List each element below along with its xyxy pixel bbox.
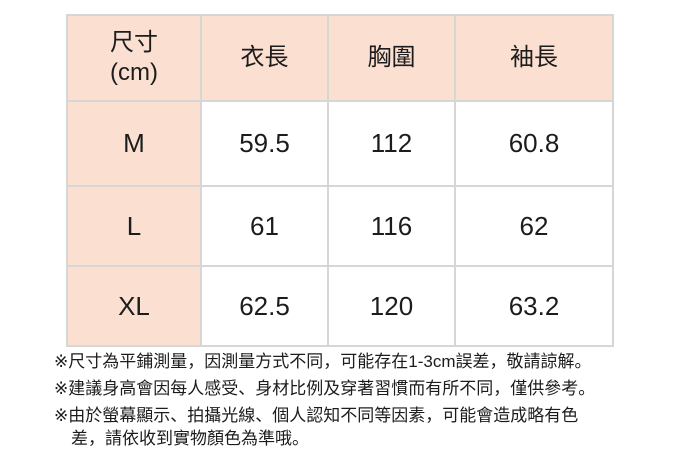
note-line: ※尺寸為平鋪測量，因測量方式不同，可能存在1-3cm誤差，敬請諒解。 [54,352,592,371]
cell-m-sleeve-length: 60.8 [454,100,614,187]
size-header-text: 尺寸 [110,29,158,56]
note-line: ※由於螢幕顯示、拍攝光線、個人認知不同等因素，可能會造成略有色 [54,406,579,425]
cell-m-garment-length: 59.5 [200,100,329,187]
col-header-chest: 胸圍 [327,14,456,102]
cell-l-chest: 116 [327,185,456,267]
table-row-m: M 59.5 112 60.8 [66,100,614,187]
note-color-difference: ※由於螢幕顯示、拍攝光線、個人認知不同等因素，可能會造成略有色 差，請依收到實物… [54,404,654,450]
cell-l-garment-length: 61 [200,185,329,267]
cell-xl-garment-length: 62.5 [200,265,329,347]
col-header-sleeve-length: 袖長 [454,14,614,102]
row-header-size-l: L [66,185,202,267]
row-header-size-xl: XL [66,265,202,347]
note-fit-reference: ※建議身高會因每人感受、身材比例及穿著習慣而有所不同，僅供參考。 [54,377,654,400]
cell-xl-chest: 120 [327,265,456,347]
table-row-xl: XL 62.5 120 63.2 [66,265,614,347]
cell-xl-sleeve-length: 63.2 [454,265,614,347]
note-measurement-tolerance: ※尺寸為平鋪測量，因測量方式不同，可能存在1-3cm誤差，敬請諒解。 [54,350,654,373]
size-table: 尺寸 (cm) 衣長 胸圍 袖長 M 59.5 112 60.8 L 61 11… [66,14,614,347]
note-line: 差，請依收到實物顏色為準哦。 [71,429,309,448]
footnotes: ※尺寸為平鋪測量，因測量方式不同，可能存在1-3cm誤差，敬請諒解。 ※建議身高… [54,350,654,454]
cell-m-chest: 112 [327,100,456,187]
col-header-garment-length: 衣長 [200,14,329,102]
table-row-l: L 61 116 62 [66,185,614,267]
header-row: 尺寸 (cm) 衣長 胸圍 袖長 [66,14,614,102]
row-header-size-m: M [66,100,202,187]
cell-l-sleeve-length: 62 [454,185,614,267]
col-header-size-unit: 尺寸 (cm) [66,14,202,102]
unit-header-text: (cm) [110,59,158,86]
note-line: ※建議身高會因每人感受、身材比例及穿著習慣而有所不同，僅供參考。 [54,379,596,398]
